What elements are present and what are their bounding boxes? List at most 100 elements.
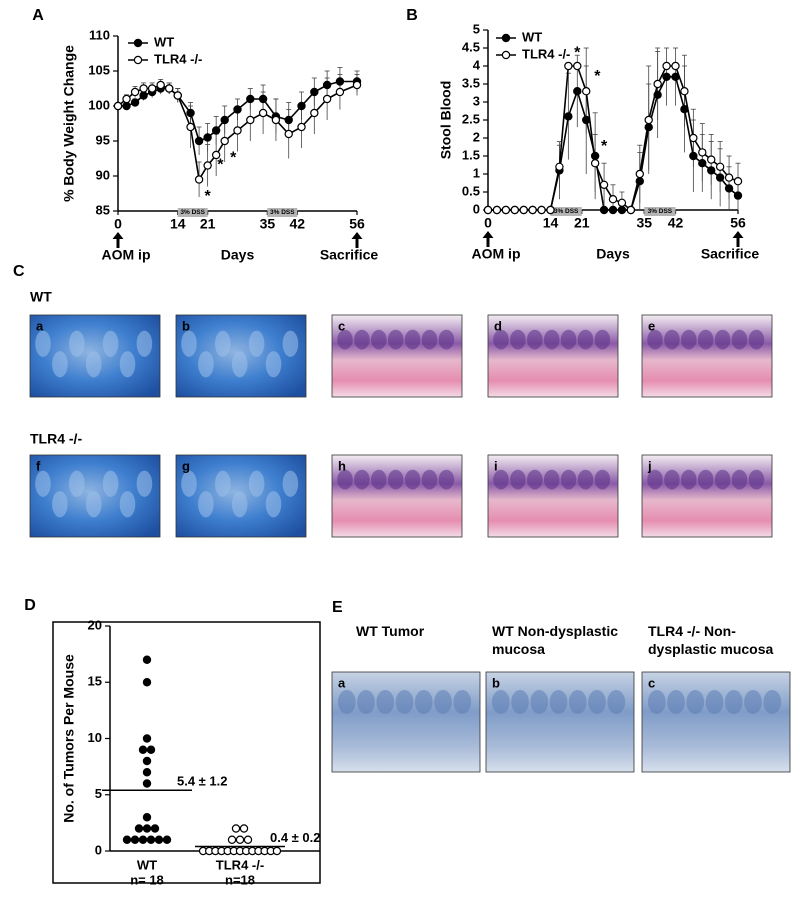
image-letter: h — [338, 458, 346, 473]
texture — [438, 329, 455, 350]
y-tick-label: 2.5 — [462, 111, 480, 126]
texture — [387, 469, 404, 490]
data-point — [564, 112, 573, 121]
y-tick-label: 2 — [473, 129, 480, 144]
x-axis-label: Days — [596, 246, 630, 262]
data-point — [698, 158, 707, 168]
texture — [371, 469, 387, 490]
texture — [404, 329, 421, 350]
image-letter: a — [338, 675, 346, 690]
x-tick-label: WT — [137, 857, 157, 872]
data-point — [635, 176, 644, 186]
data-point — [146, 835, 156, 844]
texture — [248, 470, 265, 497]
data-point — [211, 150, 221, 160]
data-point — [671, 72, 680, 82]
texture — [510, 469, 526, 490]
texture — [744, 690, 762, 714]
data-point — [528, 205, 537, 215]
texture — [387, 329, 404, 350]
arrow — [732, 231, 744, 247]
data-point — [150, 824, 160, 833]
data-point — [662, 72, 671, 82]
y-tick-label: 0 — [473, 201, 480, 216]
texture — [376, 690, 395, 714]
texture — [543, 469, 560, 490]
texture — [607, 690, 626, 714]
x-tick-label: TLR4 -/- — [216, 857, 264, 872]
data-point — [715, 162, 725, 171]
legend-label: WT — [154, 34, 174, 49]
texture — [52, 491, 68, 518]
dss-period — [644, 207, 676, 216]
data-point — [483, 205, 493, 215]
data-point — [130, 98, 140, 107]
data-point — [680, 86, 689, 96]
texture — [491, 690, 510, 714]
data-point — [590, 151, 600, 161]
image-letter: c — [338, 318, 345, 333]
data-point — [617, 205, 627, 215]
texture — [453, 690, 472, 714]
texture — [527, 329, 543, 350]
texture — [198, 351, 214, 378]
x-tick-label: 56 — [349, 216, 365, 232]
data-point — [258, 108, 268, 118]
texture — [102, 330, 119, 357]
texture — [231, 491, 248, 518]
image-letter: c — [648, 675, 655, 690]
data-point — [352, 80, 362, 90]
image-letter: f — [36, 458, 41, 473]
data-point — [139, 91, 148, 100]
data-point — [653, 79, 662, 89]
marker-label: Sacrifice — [701, 246, 760, 262]
texture — [568, 690, 587, 714]
panel-letter: C — [13, 263, 25, 280]
micrograph — [175, 454, 307, 538]
data-point — [555, 162, 564, 171]
texture — [588, 690, 606, 714]
data-point — [590, 158, 600, 168]
marker-label: AOM ip — [102, 247, 151, 263]
data-point — [246, 115, 255, 125]
image-frame — [331, 671, 481, 773]
data-point — [715, 173, 725, 182]
dss-period — [177, 208, 208, 217]
dss-label: 3% DSS — [554, 208, 579, 215]
texture — [697, 469, 714, 490]
n-label: n=18 — [225, 872, 255, 887]
image-letter: e — [648, 318, 655, 333]
x-tick-label: 14 — [170, 216, 186, 232]
x-tick-label: 21 — [200, 216, 216, 232]
data-point — [142, 756, 152, 766]
texture — [664, 469, 680, 490]
texture — [748, 469, 765, 490]
panel-letter: D — [24, 597, 36, 614]
image-frame — [641, 671, 791, 773]
x-tick-label: 42 — [668, 215, 684, 231]
texture — [357, 690, 375, 714]
texture — [354, 469, 370, 490]
data-point — [142, 734, 152, 743]
y-tick-label: 85 — [96, 202, 110, 217]
y-axis-label: Stool Blood — [438, 81, 454, 160]
data-point — [284, 115, 293, 125]
data-point — [220, 115, 229, 125]
texture — [748, 329, 765, 350]
data-point — [162, 835, 172, 844]
micrograph — [487, 314, 619, 398]
data-point — [546, 205, 555, 215]
dss-label: 3% DSS — [270, 209, 295, 216]
texture — [136, 470, 153, 497]
data-point — [203, 161, 212, 170]
y-tick-label: 10 — [88, 730, 102, 745]
y-tick-label: 0 — [95, 842, 102, 857]
data-point — [186, 108, 195, 118]
data-point — [335, 87, 345, 97]
y-tick-label: 3 — [473, 93, 480, 108]
texture — [543, 329, 560, 350]
texture — [421, 329, 438, 350]
data-point — [130, 87, 140, 97]
y-axis-label: % Body Weight Change — [61, 45, 77, 202]
texture — [493, 469, 509, 490]
